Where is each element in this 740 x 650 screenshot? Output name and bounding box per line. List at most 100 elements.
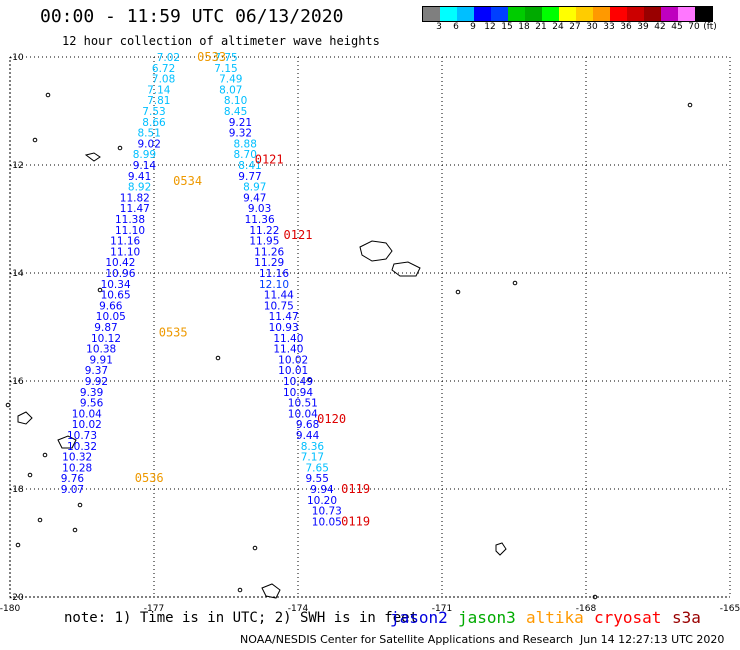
swh-value-label: 10.42 [105,257,135,269]
swh-value-label: 8.10 [224,95,247,107]
color-legend-tick: 15 [501,22,513,32]
pass-time-label: 0120 [317,412,346,426]
color-swatch [508,7,525,21]
color-swatch [491,7,508,21]
island-outline [84,152,101,162]
swh-value-label: 9.37 [85,365,108,377]
pass-time-label: 0119 [341,514,370,528]
swh-value-label: 10.05 [96,311,126,323]
generated-timestamp: Jun 14 12:27:13 UTC 2020 [580,633,725,646]
swh-value-label: 7.08 [152,74,175,86]
swh-value-label: 8.70 [234,149,257,161]
color-legend-tick: 6 [453,22,459,32]
swh-value-label: 9.44 [296,430,320,442]
swh-value-label: 10.28 [62,462,92,474]
island-outline [391,261,421,277]
swh-value-label: 7.65 [306,462,329,474]
pass-time-label: 0534 [173,174,202,188]
color-legend-tick: 21 [535,22,547,32]
swh-value-label: 10.02 [72,419,102,431]
color-swatch [423,7,440,21]
swh-value-label: 10.93 [269,322,299,334]
swh-value-label: 9.76 [61,473,85,485]
swh-value-label: 9.56 [80,398,104,410]
pass-time-label: 0533 [197,50,226,64]
swh-value-label: 7.81 [147,95,170,107]
swh-value-label: 9.55 [306,473,329,485]
color-legend-tick: 39 [637,22,649,32]
swh-value-label: 9.41 [128,171,151,183]
swh-value-label: 11.36 [245,214,275,226]
swh-value-label: 11.40 [273,344,303,356]
x-tick-label: -168 [576,604,597,614]
swh-value-label: 10.04 [288,408,318,420]
swh-value-label: 10.34 [101,279,131,291]
swh-value-label: 10.38 [86,344,116,356]
swh-value-label: 7.53 [142,106,165,118]
color-legend-tick: 45 [671,22,683,32]
island-dot [512,280,518,286]
x-tick-label: -171 [432,604,452,614]
color-swatch [593,7,610,21]
swh-value-label: 11.38 [115,214,145,226]
swh-value-label: 8.45 [224,106,247,118]
swh-value-label: 8.97 [243,182,266,194]
page-title: 00:00 - 11:59 UTC 06/13/2020 [40,6,344,27]
y-tick-label: -12 [9,161,24,171]
pass-time-label: 0119 [341,482,370,496]
y-tick-label: -18 [9,485,24,495]
color-legend-tick: 42 [654,22,666,32]
color-legend-tick: 24 [552,22,564,32]
credit-text: NOAA/NESDIS Center for Satellite Applica… [240,633,574,646]
swh-value-label: 9.66 [99,300,123,312]
swh-value-label: 11.47 [269,311,299,323]
swh-value-label: 10.32 [62,452,92,464]
x-tick-label: -180 [0,604,20,614]
color-swatch [474,7,491,21]
swh-value-label: 7.49 [219,74,242,86]
satellite-legend-jason2: jason2 [390,608,448,627]
island-outline [359,240,393,262]
swh-value-label: 11.44 [264,290,294,302]
swh-value-label: 7.15 [214,63,237,75]
swh-value-label: 8.07 [219,84,242,96]
swh-value-label: 10.01 [278,365,308,377]
color-legend-tick: 3 [436,22,442,32]
swh-value-label: 11.26 [254,246,284,258]
island-dot [252,545,258,551]
swh-value-label: 11.40 [273,333,303,345]
x-tick-label: -177 [144,604,164,614]
swh-value-label: 11.16 [110,236,140,248]
island-dot [77,502,83,508]
swh-value-label: 11.47 [120,203,150,215]
pass-time-label: 0536 [135,471,164,485]
swh-value-label: 10.96 [105,268,135,280]
color-swatch [457,7,474,21]
plot-frame [9,56,731,598]
island-dot [45,92,51,98]
swh-value-label: 9.87 [94,322,117,334]
y-tick-label: -14 [9,269,24,279]
pass-time-label: 0535 [159,325,188,339]
color-legend-tick: 33 [603,22,615,32]
satellite-legend-jason3: jason3 [458,608,516,627]
color-swatch [661,7,678,21]
swh-value-label: 10.75 [264,300,294,312]
swh-value-label: 11.82 [120,192,150,204]
swh-value-label: 10.73 [312,506,342,518]
island-dot [15,542,21,548]
swh-value-label: 7.02 [157,52,180,64]
island-dot [72,527,78,533]
color-swatch [644,7,661,21]
island-dot [32,137,38,143]
color-legend-tick: 30 [586,22,598,32]
color-swatch [559,7,576,21]
swh-value-label: 9.03 [248,203,271,215]
island-dot [307,377,313,383]
swh-value-label: 7.75 [214,52,237,64]
swh-value-label: 11.10 [110,246,140,258]
swh-value-label: 9.68 [296,419,319,431]
swh-value-label: 10.51 [288,398,318,410]
color-swatch [542,7,559,21]
